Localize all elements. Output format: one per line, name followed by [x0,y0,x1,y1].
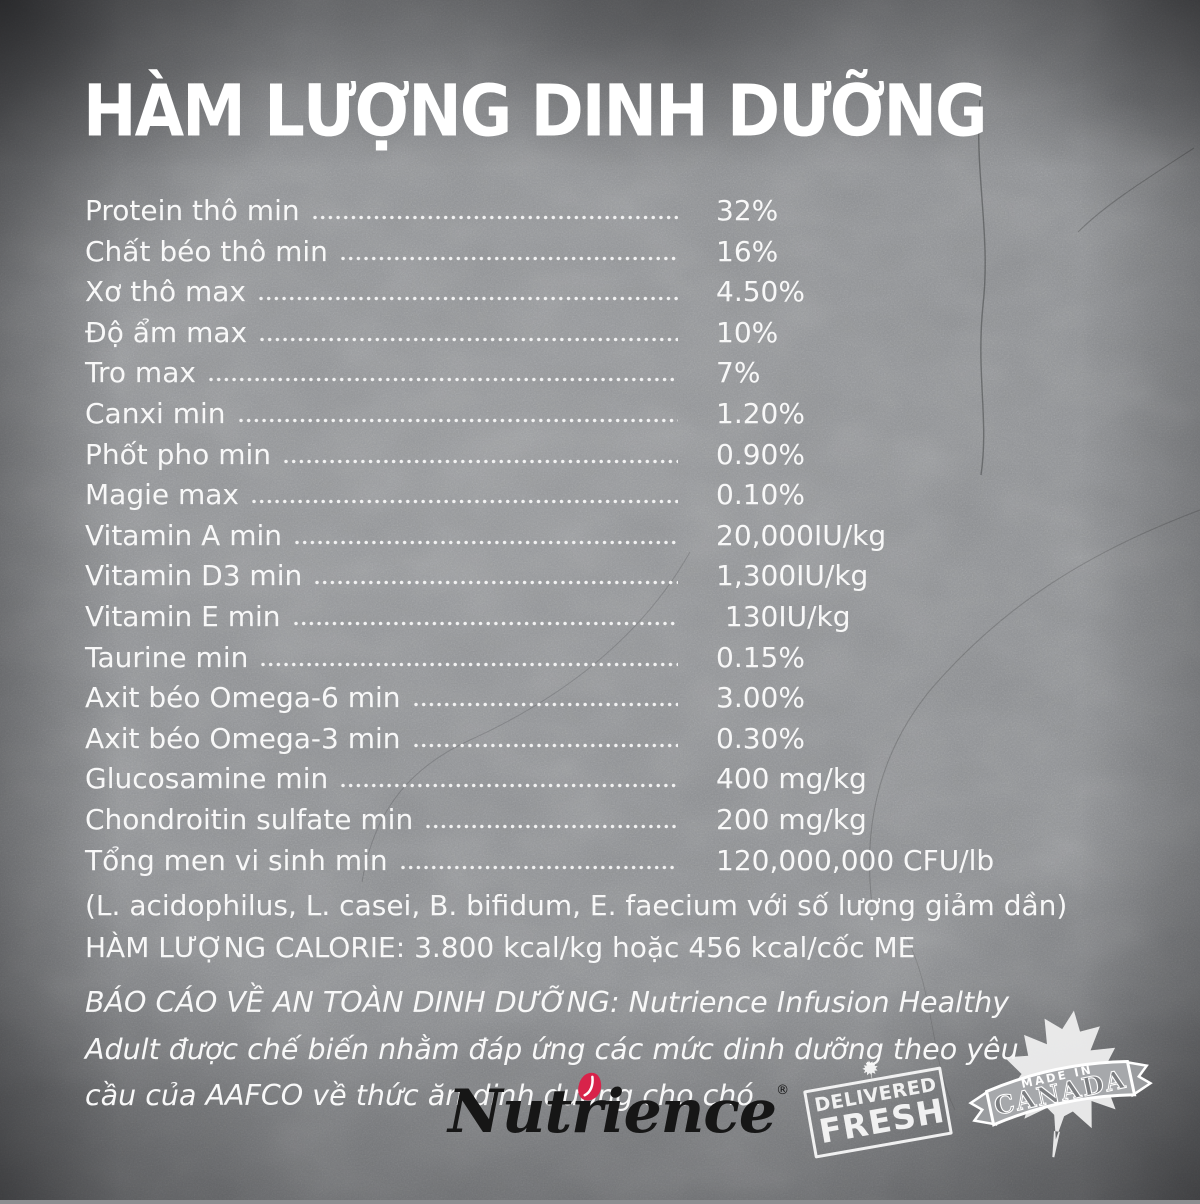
nutrient-row: Vitamin A min 20,000IU/kg [85,519,1115,560]
dot-leader [399,864,678,870]
dot-leader [260,661,678,667]
nutrient-label: Magie max [85,478,239,512]
nutrient-row: Tro max 7% [85,356,1115,397]
nutrient-row: Độ ẩm max 10% [85,316,1115,357]
nutrient-value: 16% [716,234,779,268]
nutrient-value: 200 mg/kg [716,802,867,836]
nutrient-row: Magie max 0.10% [85,478,1115,519]
nutrient-row: Vitamin E min 130IU/kg [85,600,1115,641]
registered-mark: ® [776,1083,790,1098]
nutrient-row: Phốt pho min 0.90% [85,438,1115,479]
nutrient-label: Taurine min [85,640,249,674]
nutrient-value: 32% [716,194,779,227]
nutrient-label: Phốt pho min [85,437,271,471]
dot-leader [294,539,678,545]
maple-leaf-icon [861,1059,880,1081]
nutrient-label: Tổng men vi sinh min [85,843,388,877]
nutrient-row: Axit béo Omega-6 min 3.00% [85,681,1115,722]
nutrient-value: 1.20% [716,396,805,430]
nutrient-row: Chondroitin sulfate min 200 mg/kg [85,803,1115,844]
nutrient-value: 120,000,000 CFU/lb [716,843,995,877]
dot-leader [339,255,678,261]
nutrient-label: Axit béo Omega-6 min [85,681,401,715]
dot-leader [412,742,678,748]
dot-leader [412,702,678,708]
nutrient-value: 400 mg/kg [716,762,867,796]
dot-leader [237,417,678,423]
nutrient-value: 0.90% [716,437,805,471]
dot-leader [292,620,678,626]
dot-leader [311,215,678,220]
probiotics-note: (L. acidophilus, L. casei, B. bifidum, E… [85,889,1068,922]
made-in-canada-badge: MADE IN CANADA [968,1001,1153,1166]
nutrient-label: Chondroitin sulfate min [85,802,414,836]
nutrient-row: Protein thô min 32% [85,194,1115,235]
nutrient-row: Axit béo Omega-3 min 0.30% [85,722,1115,763]
nutrient-value: 10% [716,315,779,349]
nutrience-wordmark: Nutrience [448,1077,777,1147]
dot-leader [314,580,678,586]
nutrient-row: Taurine min 0.15% [85,641,1115,682]
dot-leader [283,458,678,464]
nutrient-value: 3.00% [716,681,805,715]
nutrient-label: Độ ẩm max [85,315,248,349]
nutrient-row: Glucosamine min 400 mg/kg [85,762,1115,803]
nutrient-value: 7% [716,356,761,390]
nutrient-label: Chất béo thô min [85,234,328,268]
nutrient-value: 1,300IU/kg [716,559,869,593]
nutrient-row: Canxi min 1.20% [85,397,1115,438]
dot-leader [425,823,678,829]
nutrient-label: Glucosamine min [85,762,329,796]
nutrient-label: Vitamin A min [85,518,283,552]
nutrient-value: 130IU/kg [716,599,851,633]
nutrient-label: Xơ thô max [85,275,246,309]
dot-leader [207,377,678,383]
nutrient-label: Protein thô min [85,194,300,227]
dot-leader [259,336,678,342]
calorie-note: HÀM LƯỢNG CALORIE: 3.800 kcal/kg hoặc 45… [85,931,916,964]
nutrient-label: Canxi min [85,396,226,430]
nutrient-row: Vitamin D3 min 1,300IU/kg [85,559,1115,600]
nutrient-value: 0.10% [716,478,805,512]
page-title: HÀM LƯỢNG DINH DƯỠNG [83,70,988,154]
nutrient-value: 0.30% [716,721,805,755]
nutrient-row: Chất béo thô min 16% [85,235,1115,276]
nutrient-row: Xơ thô max 4.50% [85,275,1115,316]
nutrience-logo: Nutrience® [448,1072,789,1142]
nutrient-label: Vitamin E min [85,599,281,633]
footnotes: (L. acidophilus, L. casei, B. bifidum, E… [85,885,1067,969]
nutrience-leaf-icon [578,1072,602,1101]
nutrient-value: 20,000IU/kg [716,518,887,552]
dot-leader [340,783,678,789]
dot-leader [251,499,678,505]
nutrition-table: Protein thô min 32% Chất béo thô min 16%… [85,194,1115,884]
nutrient-label: Tro max [85,356,196,390]
dot-leader [257,296,678,302]
nutrient-value: 0.15% [716,640,805,674]
nutrient-label: Axit béo Omega-3 min [85,721,401,755]
nutrient-value: 4.50% [716,275,805,309]
nutrient-label: Vitamin D3 min [85,559,303,593]
nutrient-row: Tổng men vi sinh min 120,000,000 CFU/lb [85,844,1115,885]
